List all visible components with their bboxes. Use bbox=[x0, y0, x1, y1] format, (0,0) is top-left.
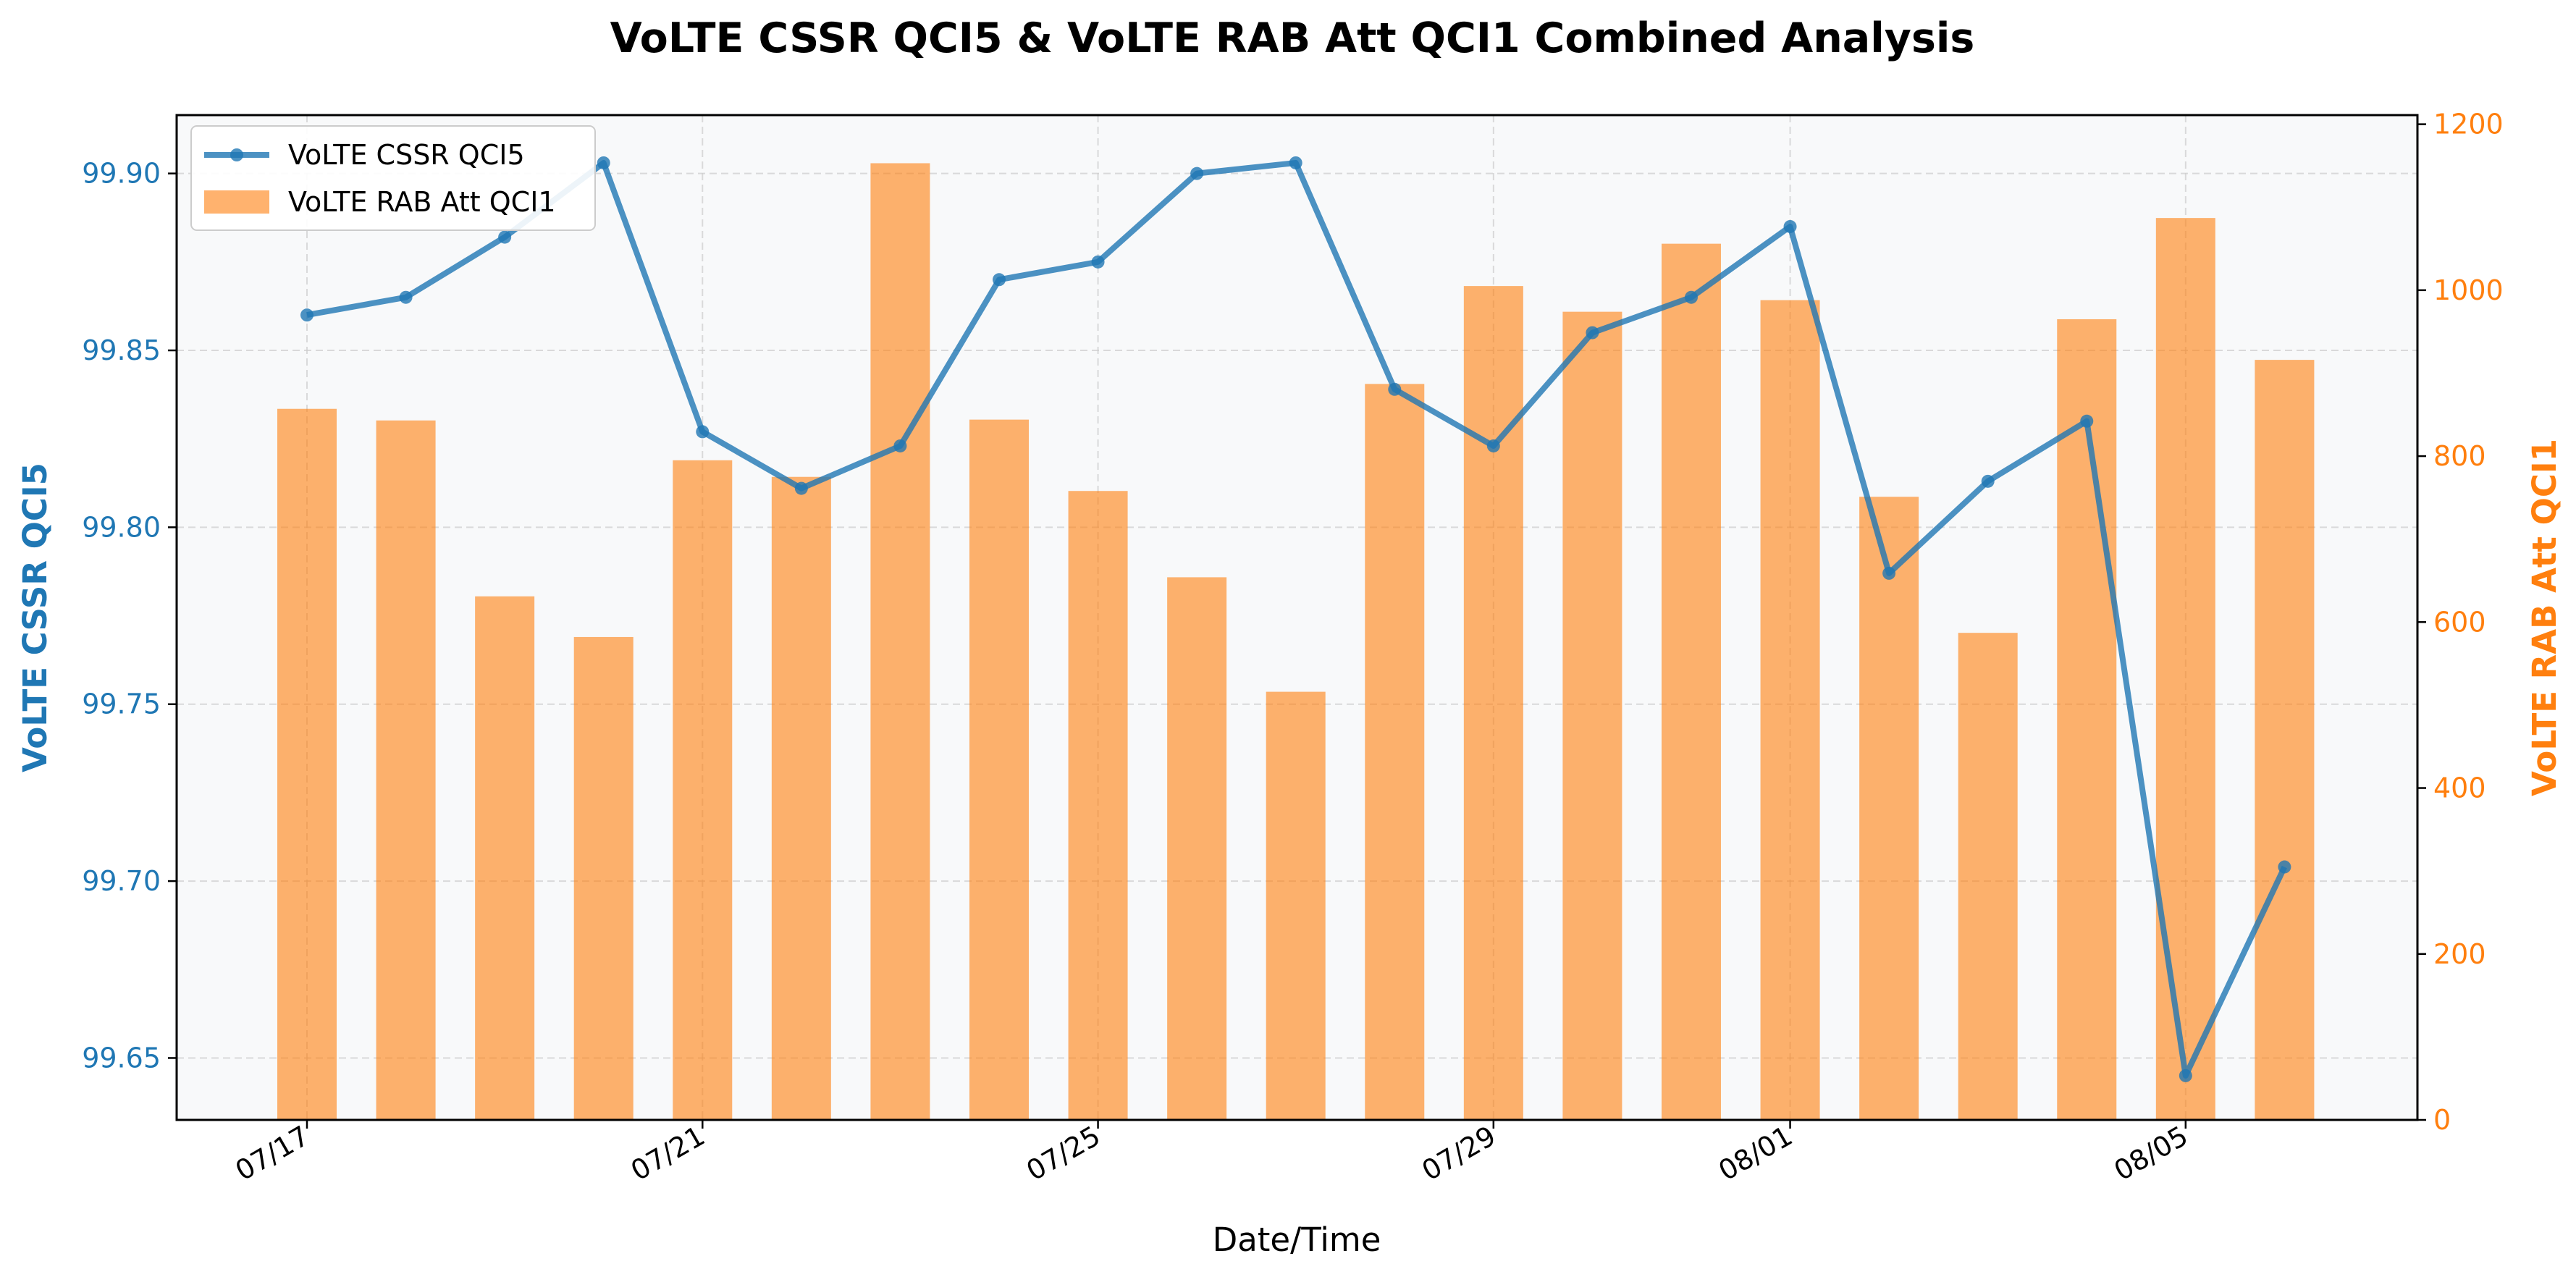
bar bbox=[1859, 497, 1919, 1120]
bar bbox=[969, 419, 1029, 1120]
line-point bbox=[1091, 255, 1105, 269]
right-tick-label: 800 bbox=[2433, 440, 2486, 472]
bar bbox=[870, 163, 930, 1120]
bar bbox=[376, 420, 436, 1120]
x-tick-label: 07/29 bbox=[1416, 1120, 1501, 1187]
line-point bbox=[1486, 439, 1500, 452]
x-tick-label: 08/01 bbox=[1713, 1120, 1798, 1187]
bar bbox=[1463, 286, 1523, 1120]
left-tick-label: 99.70 bbox=[82, 865, 161, 897]
legend: VoLTE CSSR QCI5 VoLTE RAB Att QCI1 bbox=[190, 125, 596, 231]
bar bbox=[673, 460, 733, 1120]
bar bbox=[1068, 491, 1128, 1120]
right-axis-label: VoLTE RAB Att QCI1 bbox=[2525, 439, 2564, 796]
bar bbox=[2155, 218, 2215, 1120]
left-axis-label: VoLTE CSSR QCI5 bbox=[16, 463, 54, 772]
legend-label-rab: VoLTE RAB Att QCI1 bbox=[288, 186, 556, 218]
line-point bbox=[1783, 219, 1797, 233]
line-point bbox=[1882, 566, 1896, 580]
legend-line-marker bbox=[230, 148, 243, 161]
bar bbox=[1266, 691, 1326, 1120]
bar bbox=[573, 636, 634, 1120]
bar bbox=[1562, 311, 1622, 1121]
bar bbox=[1958, 633, 2018, 1120]
line-point bbox=[794, 481, 808, 495]
line-point bbox=[1388, 382, 1402, 396]
line-point bbox=[1289, 156, 1302, 169]
legend-box bbox=[190, 125, 596, 231]
x-tick-label: 07/25 bbox=[1021, 1120, 1106, 1187]
line-point bbox=[893, 439, 907, 452]
line-point bbox=[992, 273, 1006, 287]
legend-label-cssr: VoLTE CSSR QCI5 bbox=[288, 139, 525, 171]
line-point bbox=[1586, 326, 1599, 340]
line-point bbox=[2080, 414, 2094, 428]
bar bbox=[2057, 319, 2117, 1120]
line-series bbox=[300, 156, 2291, 1082]
bar bbox=[1661, 243, 1721, 1121]
chart-title: VoLTE CSSR QCI5 & VoLTE RAB Att QCI1 Com… bbox=[610, 14, 1975, 62]
x-tick-label: 08/05 bbox=[2108, 1120, 2193, 1187]
line-point bbox=[597, 156, 610, 169]
right-tick-label: 400 bbox=[2433, 772, 2486, 804]
line-point bbox=[696, 425, 710, 439]
left-tick-label: 99.80 bbox=[82, 511, 161, 543]
line-point bbox=[498, 230, 512, 244]
bar bbox=[2255, 360, 2315, 1121]
line-point bbox=[2179, 1069, 2192, 1082]
line-point bbox=[1684, 290, 1698, 304]
line-point bbox=[1190, 167, 1204, 180]
line-point bbox=[300, 308, 313, 322]
x-tick-label: 07/17 bbox=[230, 1120, 315, 1187]
left-tick-label: 99.75 bbox=[82, 688, 161, 720]
plot-frame bbox=[175, 114, 2419, 1121]
left-tick-label: 99.85 bbox=[82, 334, 161, 366]
x-axis-label: Date/Time bbox=[1213, 1221, 1381, 1259]
line-point bbox=[2278, 860, 2291, 874]
x-tick-label: 07/21 bbox=[626, 1120, 710, 1187]
bar bbox=[1167, 577, 1227, 1120]
bar bbox=[1760, 300, 1820, 1120]
line-point bbox=[1981, 474, 1995, 488]
bar bbox=[771, 476, 831, 1120]
legend-bar-swatch bbox=[204, 190, 269, 214]
bar bbox=[475, 596, 535, 1120]
bar bbox=[1365, 384, 1425, 1120]
right-tick-label: 1200 bbox=[2433, 109, 2504, 140]
bar-series bbox=[277, 163, 2315, 1121]
bar bbox=[277, 408, 337, 1120]
left-tick-label: 99.90 bbox=[82, 158, 161, 190]
left-tick-label: 99.65 bbox=[82, 1042, 161, 1074]
right-tick-label: 0 bbox=[2433, 1104, 2451, 1136]
right-tick-label: 1000 bbox=[2433, 274, 2504, 306]
right-tick-label: 600 bbox=[2433, 606, 2486, 638]
right-tick-label: 200 bbox=[2433, 938, 2486, 970]
line-point bbox=[399, 290, 413, 304]
